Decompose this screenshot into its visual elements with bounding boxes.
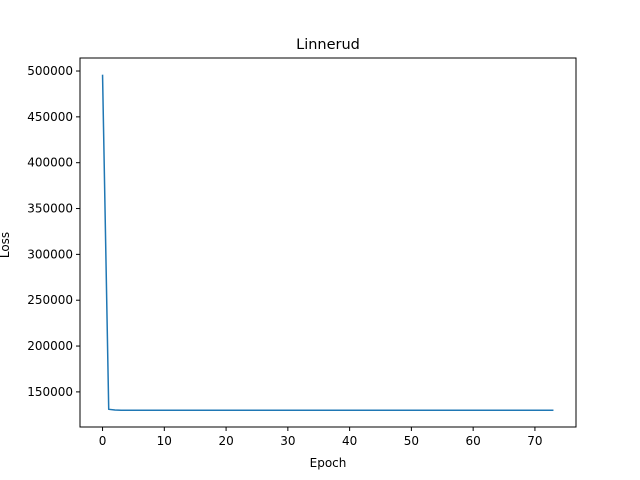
x-axis-ticks: 0 10 20 30 40 50 60 70	[99, 427, 543, 448]
y-tick-label: 150000	[27, 385, 73, 399]
x-tick-label: 40	[342, 434, 357, 448]
x-tick-label: 30	[280, 434, 295, 448]
y-tick-label: 500000	[27, 64, 73, 78]
x-tick-label: 60	[466, 434, 481, 448]
x-axis-label: Epoch	[310, 456, 347, 470]
y-axis-label: Loss	[0, 232, 12, 258]
x-tick-label: 20	[218, 434, 233, 448]
y-tick-label: 400000	[27, 156, 73, 170]
y-tick-label: 300000	[27, 247, 73, 261]
y-tick-label: 350000	[27, 202, 73, 216]
x-tick-label: 0	[99, 434, 107, 448]
x-tick-label: 70	[527, 434, 542, 448]
plot-area	[101, 74, 554, 412]
y-tick-label: 250000	[27, 293, 73, 307]
x-tick-label: 10	[157, 434, 172, 448]
y-tick-label: 200000	[27, 339, 73, 353]
axes-frame	[79, 57, 577, 428]
chart-title: Linnerud	[296, 37, 360, 53]
y-tick-label: 450000	[27, 110, 73, 124]
series-line-0	[101, 74, 554, 412]
x-tick-label: 50	[404, 434, 419, 448]
y-axis-ticks: 150000 200000 250000 300000 350000 400000 4500…	[27, 64, 80, 399]
